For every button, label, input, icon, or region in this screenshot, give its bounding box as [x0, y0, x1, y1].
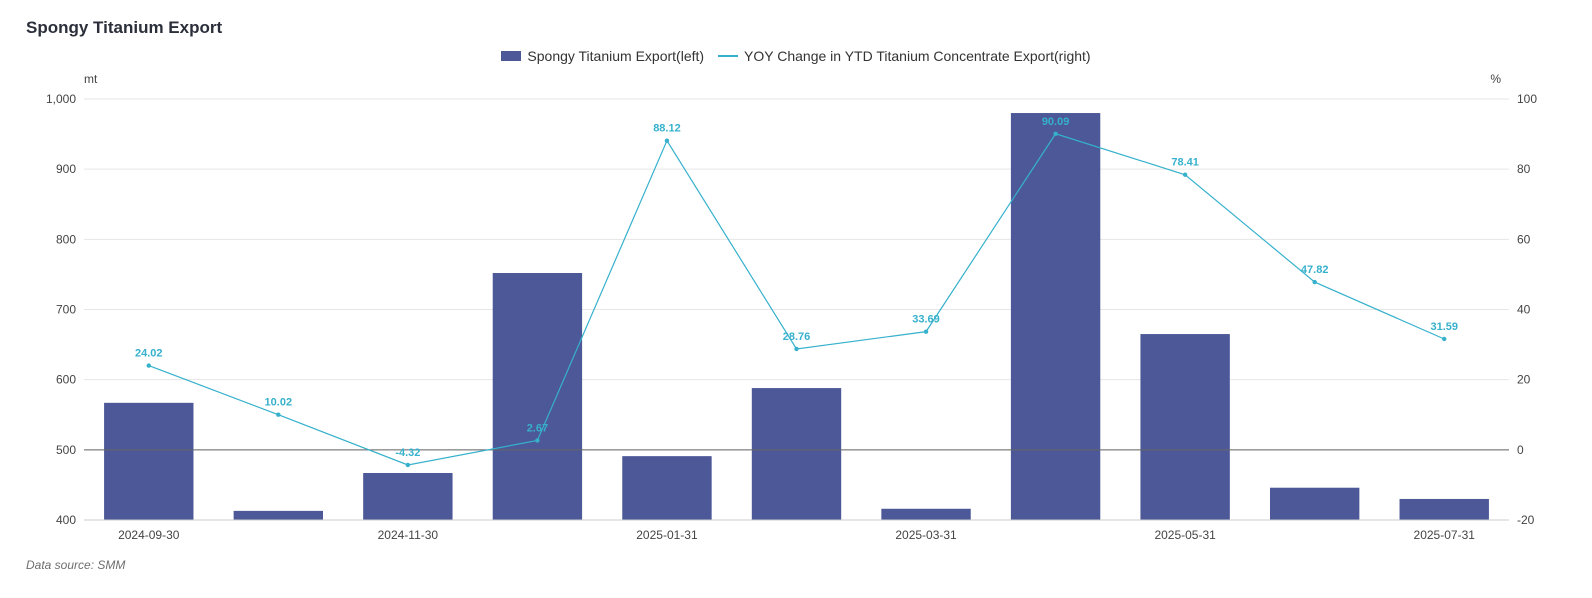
- bar: [1010, 113, 1101, 521]
- right-axis-unit: %: [1490, 72, 1501, 86]
- x-tick-label: 2025-05-31: [1154, 528, 1216, 542]
- left-tick-label: 600: [56, 373, 76, 387]
- left-tick-label: 1,000: [46, 92, 76, 106]
- legend-item-bar[interactable]: Spongy Titanium Export(left): [501, 48, 704, 64]
- legend-bar-swatch: [501, 51, 522, 61]
- line-point: [276, 412, 281, 417]
- left-axis-unit: mt: [84, 72, 98, 86]
- line-point: [1442, 336, 1447, 342]
- line-point: [1312, 279, 1317, 285]
- line-data-label: 47.82: [1301, 264, 1329, 276]
- legend-line-label: YOY Change in YTD Titanium Concentrate E…: [744, 48, 1091, 64]
- line-data-label: 88.12: [653, 123, 681, 135]
- data-source: Data source: SMM: [26, 558, 126, 572]
- line-series: 24.02 10.02 -4.32 2.67 88.12 28.76 33.69 90.09 7…: [135, 116, 1458, 468]
- right-tick-label: 60: [1517, 232, 1531, 246]
- line-point: [923, 329, 929, 334]
- bar: [233, 510, 324, 520]
- x-tick-label: 2024-09-30: [118, 528, 180, 542]
- line-data-label: 78.41: [1171, 157, 1199, 169]
- bar: [881, 508, 971, 520]
- bar: [622, 456, 712, 520]
- line-point: [405, 462, 411, 468]
- line-data-label: 33.69: [912, 314, 940, 326]
- bar: [104, 402, 194, 520]
- line-data-label: 31.59: [1430, 321, 1458, 333]
- legend-bar-label: Spongy Titanium Export(left): [527, 48, 705, 64]
- left-tick-label: 800: [56, 232, 76, 246]
- line-data-label: 10.02: [265, 397, 293, 409]
- bar: [751, 388, 842, 520]
- line-point: [1182, 172, 1188, 177]
- chart-title: Spongy Titanium Export: [26, 18, 223, 37]
- line-point: [146, 363, 151, 368]
- line-point: [535, 438, 540, 443]
- legend-line-swatch: [718, 55, 739, 57]
- axes: 400 500 600 700 800 900 1,000 -20 0 20 40 60 80 100 mt…: [46, 72, 1537, 542]
- line-point: [794, 346, 799, 352]
- line-data-label: 24.02: [135, 348, 163, 360]
- legend: Spongy Titanium Export(left) YOY Change …: [0, 48, 1592, 64]
- bar: [1140, 334, 1230, 520]
- left-tick-label: 400: [56, 513, 76, 527]
- bar: [492, 273, 583, 520]
- right-tick-label: 100: [1517, 92, 1537, 106]
- x-tick-label: 2025-03-31: [895, 528, 957, 542]
- line-data-label: 28.76: [783, 331, 811, 343]
- line-data-label: -4.32: [395, 447, 420, 459]
- legend-item-line[interactable]: YOY Change in YTD Titanium Concentrate E…: [718, 48, 1091, 64]
- left-tick-label: 900: [56, 162, 76, 176]
- line-point: [1053, 131, 1058, 136]
- right-tick-label: 80: [1517, 162, 1531, 176]
- right-tick-label: 0: [1517, 443, 1524, 457]
- x-tick-label: 2025-07-31: [1414, 528, 1476, 542]
- bar: [1399, 498, 1489, 520]
- left-tick-label: 700: [56, 303, 76, 317]
- bar: [363, 472, 453, 520]
- x-tick-label: 2025-01-31: [636, 528, 698, 542]
- right-tick-label: 40: [1517, 303, 1531, 317]
- left-tick-label: 500: [56, 443, 76, 457]
- line-point: [664, 138, 670, 143]
- x-tick-label: 2024-11-30: [378, 528, 439, 542]
- line-data-label: 2.67: [527, 422, 548, 434]
- right-tick-label: 20: [1517, 373, 1531, 387]
- bar-series: [104, 113, 1489, 521]
- right-tick-label: -20: [1517, 513, 1535, 527]
- bar: [1269, 487, 1360, 520]
- line-data-label: 90.09: [1042, 116, 1070, 128]
